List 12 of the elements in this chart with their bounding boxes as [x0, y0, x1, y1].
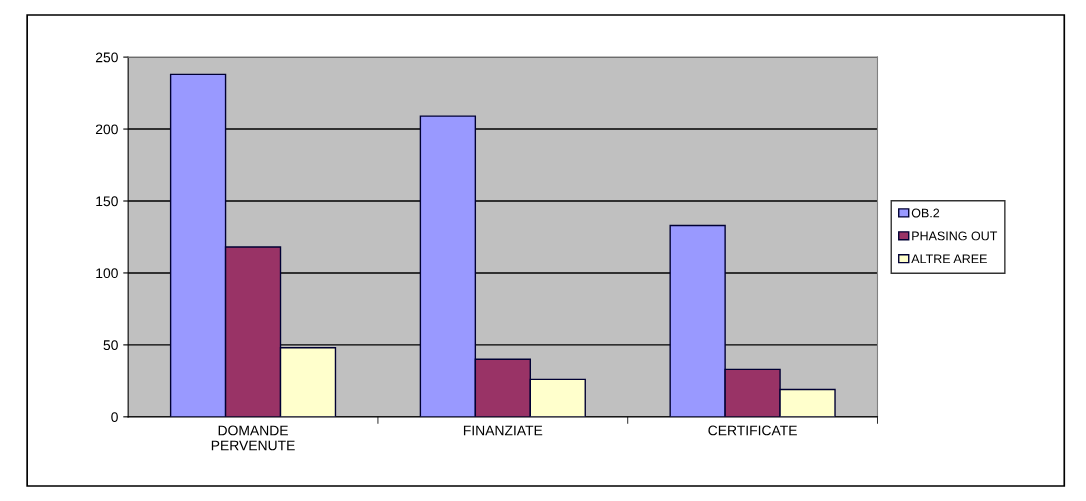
y-tick-label: 100 [96, 268, 118, 279]
legend-label: ALTRE AREE [911, 254, 987, 264]
y-tick-label: 50 [103, 340, 118, 351]
y-tick-label: 150 [96, 196, 118, 207]
x-tick-label: DOMANDE PERVENUTE [211, 425, 295, 451]
x-tick-label: CERTIFICATE [708, 425, 797, 436]
y-tick-label: 0 [111, 412, 118, 422]
legend-label: OB.2 [911, 208, 940, 218]
y-tick-label: 250 [95, 52, 118, 63]
x-tick-label: FINANZIATE [463, 425, 543, 436]
y-tick-label: 200 [95, 124, 118, 135]
legend-label: PHASING OUT [912, 231, 998, 241]
